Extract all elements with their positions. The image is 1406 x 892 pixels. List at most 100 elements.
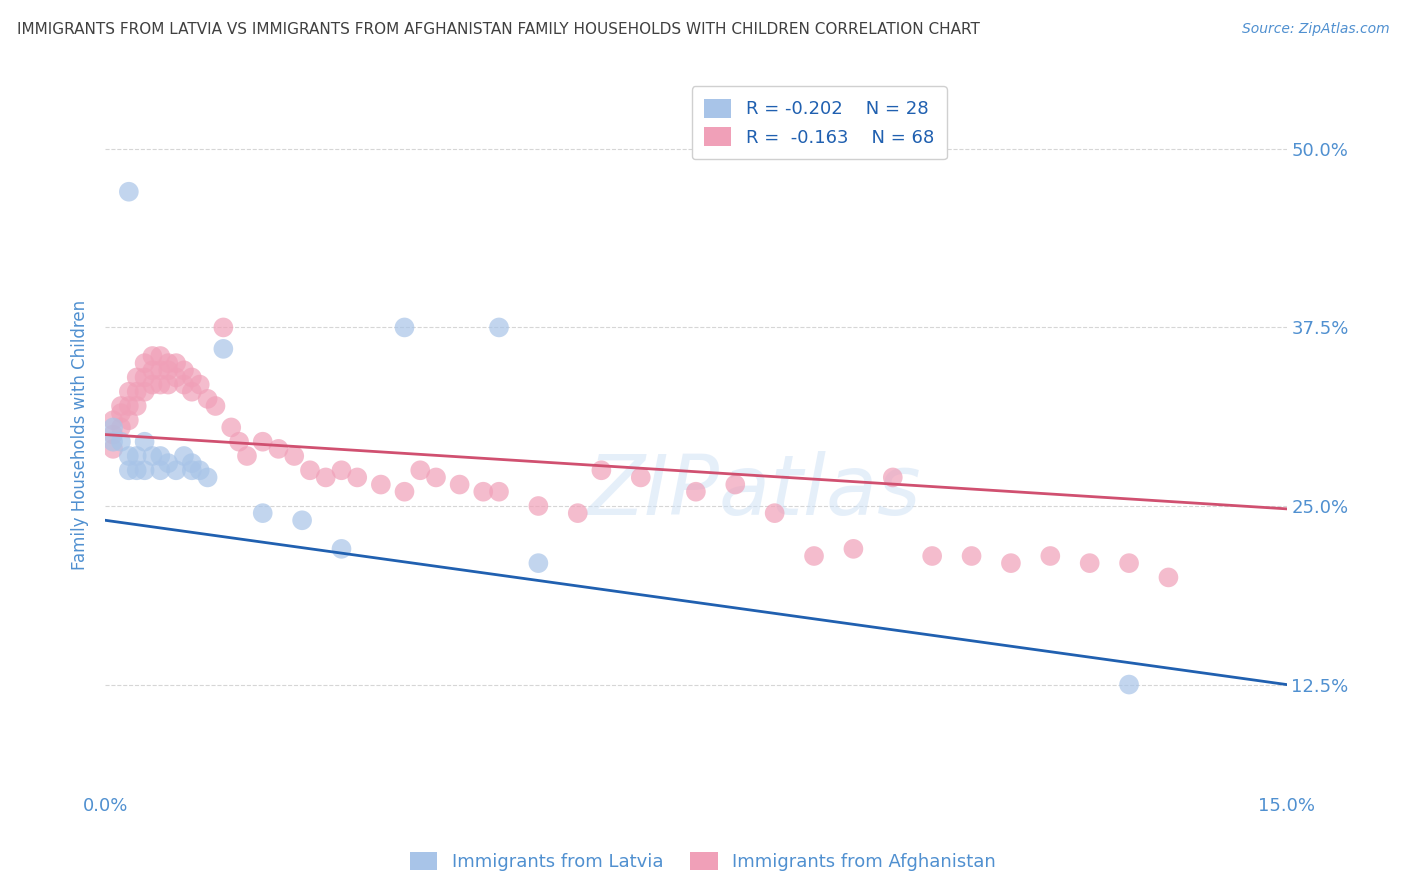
Point [101, 413, 124, 427]
Point [842, 541, 865, 556]
Point [449, 477, 471, 491]
Point [394, 320, 416, 334]
Point [180, 370, 202, 384]
Point [141, 363, 163, 377]
Point [134, 384, 156, 399]
Point [165, 370, 187, 384]
Point [472, 484, 495, 499]
Point [763, 506, 786, 520]
Point [157, 456, 180, 470]
Point [165, 463, 187, 477]
Point [527, 556, 550, 570]
Point [1039, 549, 1062, 563]
Point [134, 370, 156, 384]
Point [110, 399, 132, 413]
Point [118, 463, 141, 477]
Point [291, 513, 314, 527]
Point [118, 413, 141, 427]
Point [125, 370, 148, 384]
Point [118, 185, 141, 199]
Point [101, 420, 124, 434]
Point [110, 406, 132, 420]
Point [118, 384, 141, 399]
Point [173, 449, 195, 463]
Point [236, 449, 259, 463]
Point [630, 470, 652, 484]
Point [204, 399, 226, 413]
Point [803, 549, 825, 563]
Point [149, 349, 172, 363]
Y-axis label: Family Households with Children: Family Households with Children [72, 300, 89, 570]
Point [180, 384, 202, 399]
Point [197, 470, 219, 484]
Point [134, 434, 156, 449]
Point [173, 363, 195, 377]
Point [118, 399, 141, 413]
Point [180, 463, 202, 477]
Point [101, 434, 124, 449]
Point [125, 399, 148, 413]
Point [425, 470, 447, 484]
Point [330, 463, 353, 477]
Point [110, 420, 132, 434]
Point [157, 377, 180, 392]
Legend: R = -0.202    N = 28, R =  -0.163    N = 68: R = -0.202 N = 28, R = -0.163 N = 68 [692, 87, 946, 160]
Point [141, 449, 163, 463]
Point [141, 349, 163, 363]
Point [346, 470, 368, 484]
Point [125, 384, 148, 399]
Point [252, 434, 274, 449]
Point [134, 463, 156, 477]
Point [685, 484, 707, 499]
Point [488, 484, 510, 499]
Point [1118, 556, 1140, 570]
Point [125, 463, 148, 477]
Point [212, 342, 235, 356]
Point [141, 377, 163, 392]
Point [724, 477, 747, 491]
Point [283, 449, 305, 463]
Text: IMMIGRANTS FROM LATVIA VS IMMIGRANTS FROM AFGHANISTAN FAMILY HOUSEHOLDS WITH CHI: IMMIGRANTS FROM LATVIA VS IMMIGRANTS FRO… [17, 22, 980, 37]
Point [267, 442, 290, 456]
Point [149, 449, 172, 463]
Point [157, 356, 180, 370]
Point [101, 427, 124, 442]
Point [188, 463, 211, 477]
Point [330, 541, 353, 556]
Point [149, 363, 172, 377]
Point [1078, 556, 1101, 570]
Point [173, 377, 195, 392]
Point [157, 363, 180, 377]
Point [180, 456, 202, 470]
Point [527, 499, 550, 513]
Point [370, 477, 392, 491]
Legend: Immigrants from Latvia, Immigrants from Afghanistan: Immigrants from Latvia, Immigrants from … [404, 845, 1002, 879]
Point [1118, 677, 1140, 691]
Point [149, 463, 172, 477]
Point [219, 420, 242, 434]
Point [409, 463, 432, 477]
Point [118, 449, 141, 463]
Point [134, 356, 156, 370]
Point [101, 442, 124, 456]
Point [298, 463, 321, 477]
Point [125, 449, 148, 463]
Point [882, 470, 904, 484]
Point [315, 470, 337, 484]
Point [110, 434, 132, 449]
Point [394, 484, 416, 499]
Point [212, 320, 235, 334]
Point [921, 549, 943, 563]
Point [252, 506, 274, 520]
Point [591, 463, 613, 477]
Point [149, 377, 172, 392]
Point [1157, 570, 1180, 584]
Point [567, 506, 589, 520]
Text: ZIPatlas: ZIPatlas [588, 451, 922, 533]
Point [1000, 556, 1022, 570]
Point [197, 392, 219, 406]
Point [228, 434, 250, 449]
Point [960, 549, 983, 563]
Point [165, 356, 187, 370]
Text: Source: ZipAtlas.com: Source: ZipAtlas.com [1241, 22, 1389, 37]
